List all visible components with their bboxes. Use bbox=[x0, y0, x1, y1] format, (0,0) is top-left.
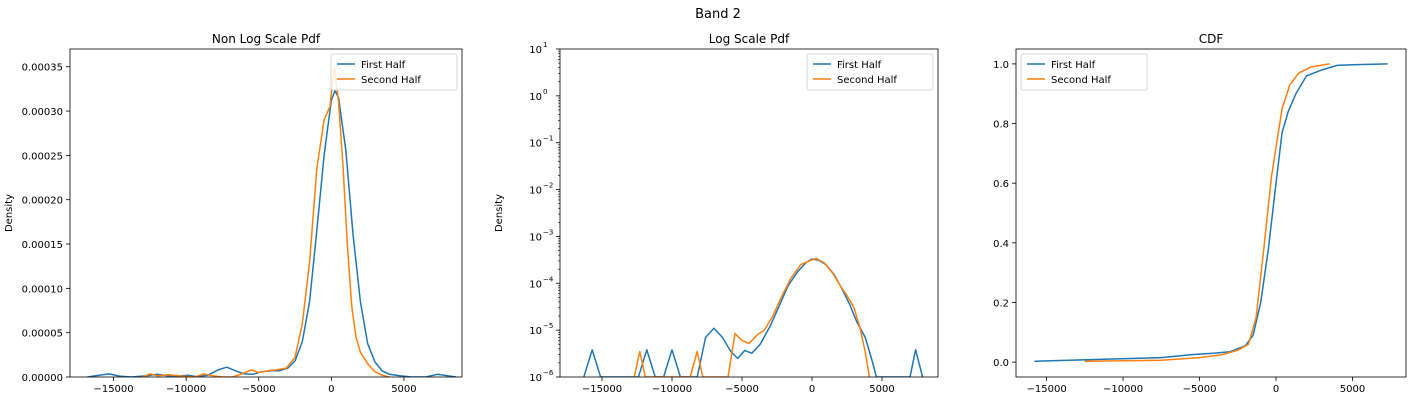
series-line-second-half bbox=[1084, 63, 1330, 362]
axes-frame bbox=[559, 48, 939, 378]
y-tick-base: 10 bbox=[529, 45, 542, 56]
x-tick-label: 0 bbox=[1273, 384, 1279, 395]
y-tick-label: 10 bbox=[529, 92, 542, 103]
series-line-second-half bbox=[142, 65, 390, 377]
x-tick-label: −10000 bbox=[652, 384, 692, 395]
y-tick-label: 10 bbox=[529, 326, 542, 337]
axes-frame bbox=[1015, 48, 1407, 378]
y-tick-exponent: −1 bbox=[543, 135, 553, 143]
chart-title: Non Log Scale Pdf bbox=[212, 32, 321, 46]
legend-box bbox=[330, 53, 458, 91]
y-tick-label: 0.8 bbox=[993, 120, 1009, 131]
x-tick-label: −5000 bbox=[725, 384, 759, 395]
x-tick-label: 5000 bbox=[869, 384, 894, 395]
y-tick-label: 1.0 bbox=[993, 60, 1009, 71]
series-line-first-half bbox=[583, 258, 924, 377]
y-tick-label: 10 bbox=[529, 279, 542, 290]
y-tick-base: 10 bbox=[529, 373, 542, 384]
y-tick-label: 0.00005 bbox=[22, 329, 63, 340]
y-tick-base: 10 bbox=[529, 326, 542, 337]
y-tick-exponent: 1 bbox=[543, 41, 547, 49]
x-tick-label: −10000 bbox=[166, 384, 206, 395]
y-tick-base: 10 bbox=[529, 279, 542, 290]
y-tick-label: 10 bbox=[529, 139, 542, 150]
y-tick-label: 0.00010 bbox=[22, 284, 63, 295]
legend-label: Second Half bbox=[1051, 75, 1111, 86]
y-tick-label: 10 bbox=[529, 232, 542, 243]
y-tick-base: 10 bbox=[529, 139, 542, 150]
x-tick-label: 0 bbox=[328, 384, 334, 395]
y-tick-label: 0.6 bbox=[993, 179, 1009, 190]
chart-title: Log Scale Pdf bbox=[709, 32, 790, 46]
y-tick-label: 10 bbox=[529, 373, 542, 384]
y-tick-base: 10 bbox=[529, 232, 542, 243]
y-tick-exponent: −5 bbox=[543, 322, 553, 330]
x-tick-label: 0 bbox=[809, 384, 815, 395]
series-line-first-half bbox=[87, 89, 457, 377]
chart-title: CDF bbox=[1199, 32, 1224, 46]
y-tick-label: 0.00030 bbox=[22, 107, 63, 118]
y-tick-label: 0.2 bbox=[993, 298, 1009, 309]
y-tick-label: 0.00025 bbox=[22, 151, 63, 162]
y-axis-label: Density bbox=[494, 194, 505, 232]
y-tick-base: 10 bbox=[529, 186, 542, 197]
y-tick-label: 0.00020 bbox=[22, 196, 63, 207]
x-tick-label: −10000 bbox=[1103, 384, 1143, 395]
legend-label: First Half bbox=[1051, 60, 1096, 71]
x-tick-label: −5000 bbox=[1183, 384, 1217, 395]
y-tick-exponent: 0 bbox=[543, 88, 547, 96]
x-tick-label: 5000 bbox=[1340, 384, 1365, 395]
series-line-first-half bbox=[1034, 63, 1388, 362]
x-tick-label: −15000 bbox=[93, 384, 133, 395]
y-tick-exponent: −6 bbox=[543, 369, 554, 377]
figure-title: Band 2 bbox=[695, 7, 741, 22]
chart-pdf: Non Log Scale Pdf Density −15000 −10000 −500… bbox=[4, 32, 463, 395]
x-tick-label: 5000 bbox=[391, 384, 416, 395]
legend: First Half Second Half bbox=[330, 53, 458, 91]
axes-frame bbox=[69, 48, 463, 378]
legend: First Half Second Half bbox=[1020, 53, 1148, 91]
y-tick-exponent: −3 bbox=[543, 228, 553, 236]
x-tick-label: −5000 bbox=[242, 384, 276, 395]
legend-label: First Half bbox=[837, 60, 882, 71]
legend-label: First Half bbox=[361, 60, 406, 71]
y-tick-label: 0.0 bbox=[993, 358, 1009, 369]
legend-box bbox=[806, 53, 934, 91]
y-tick-exponent: −2 bbox=[543, 182, 553, 190]
legend-box bbox=[1020, 53, 1148, 91]
legend: First Half Second Half bbox=[806, 53, 934, 91]
y-tick-label: 10 bbox=[529, 186, 542, 197]
y-tick-label: 10 bbox=[529, 45, 542, 56]
y-tick-label: 0.00015 bbox=[22, 240, 63, 251]
chart-cdf: CDF −15000 −10000 −5000 0 5000 0.0 0.2 0.4 0.6 0.8… bbox=[993, 32, 1407, 395]
y-tick-base: 10 bbox=[529, 92, 542, 103]
y-tick-label: 0.00035 bbox=[22, 63, 63, 74]
legend-label: Second Half bbox=[837, 75, 897, 86]
y-tick-label: 0.00000 bbox=[22, 373, 63, 384]
chart-logpdf: Log Scale Pdf Density −15000 −10000 −5000 0 50… bbox=[494, 32, 939, 395]
x-tick-label: −15000 bbox=[1026, 384, 1066, 395]
y-tick-exponent: −4 bbox=[543, 275, 554, 283]
series-line-second-half bbox=[633, 257, 871, 377]
y-tick-label: 0.4 bbox=[993, 239, 1009, 250]
plot-area bbox=[583, 257, 924, 377]
y-axis-label: Density bbox=[4, 194, 15, 232]
x-tick-label: −15000 bbox=[582, 384, 622, 395]
legend-label: Second Half bbox=[361, 75, 421, 86]
plot-area bbox=[87, 65, 457, 377]
plot-area bbox=[1034, 63, 1388, 362]
